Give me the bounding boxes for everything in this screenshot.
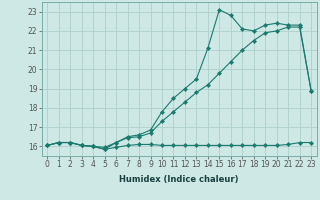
X-axis label: Humidex (Indice chaleur): Humidex (Indice chaleur): [119, 175, 239, 184]
